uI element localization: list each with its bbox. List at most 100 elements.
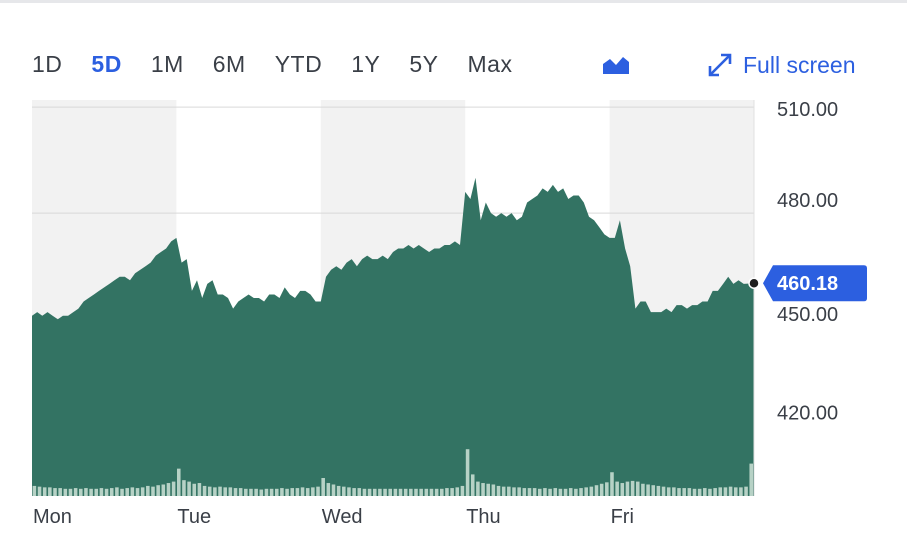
- volume-bar: [202, 485, 207, 496]
- volume-bar: [594, 485, 599, 496]
- y-tick-label: 510.00: [777, 99, 838, 121]
- volume-bar: [99, 488, 104, 496]
- volume-bar: [130, 487, 135, 496]
- volume-bar: [733, 487, 738, 496]
- volume-bar: [223, 487, 227, 496]
- volume-bar: [476, 481, 480, 496]
- volume-bar: [393, 488, 398, 496]
- volume-bar: [146, 485, 150, 496]
- volume-bar: [58, 488, 62, 496]
- volume-bar: [321, 478, 325, 496]
- volume-bar: [336, 485, 341, 496]
- volume-bar: [254, 488, 258, 496]
- volume-bar: [635, 481, 640, 496]
- volume-bar: [532, 488, 537, 496]
- volume-bar: [156, 485, 160, 496]
- volume-bar: [424, 488, 429, 496]
- volume-bar: [517, 487, 521, 496]
- volume-bar: [625, 481, 630, 496]
- volume-bar: [171, 481, 176, 496]
- volume-bar: [677, 488, 681, 496]
- volume-bar: [728, 486, 733, 496]
- y-tick-label: 480.00: [777, 190, 838, 212]
- volume-bar: [749, 463, 753, 496]
- volume-bar: [558, 488, 563, 496]
- volume-bar: [37, 486, 42, 496]
- volume-bar: [68, 488, 73, 496]
- range-5y-button[interactable]: 5Y: [409, 50, 439, 77]
- volume-bar: [414, 488, 418, 496]
- range-1d-button[interactable]: 1D: [32, 50, 63, 77]
- volume-bar: [151, 486, 155, 496]
- range-ytd-button[interactable]: YTD: [274, 50, 323, 77]
- volume-bar: [357, 488, 362, 496]
- volume-bar: [599, 483, 604, 496]
- range-max-button[interactable]: Max: [467, 50, 513, 77]
- volume-bar: [238, 488, 243, 496]
- x-tick-label-thu: Thu: [466, 506, 500, 528]
- volume-bar: [32, 485, 37, 496]
- volume-bar: [352, 488, 356, 496]
- last-price-label: 460.18: [777, 273, 838, 295]
- full-screen-button[interactable]: Full screen: [707, 50, 855, 80]
- volume-bar: [367, 488, 372, 496]
- x-tick-label-fri: Fri: [611, 506, 634, 528]
- volume-bar: [589, 486, 594, 496]
- volume-bar: [666, 487, 671, 496]
- volume-bar: [305, 488, 310, 496]
- volume-bar: [429, 488, 434, 496]
- volume-bar: [187, 481, 191, 496]
- volume-bar: [135, 488, 140, 496]
- volume-bar: [197, 483, 202, 496]
- volume-bar: [615, 481, 619, 496]
- volume-bar: [692, 488, 697, 496]
- volume-bar: [48, 487, 52, 496]
- expand-arrows-icon: [708, 53, 732, 77]
- range-5d-button[interactable]: 5D: [91, 50, 122, 77]
- volume-bar: [656, 485, 661, 496]
- volume-bar: [723, 487, 728, 496]
- range-6m-button[interactable]: 6M: [212, 50, 246, 77]
- volume-bar: [125, 488, 129, 496]
- volume-bar: [84, 488, 88, 496]
- top-divider: [0, 0, 907, 3]
- volume-bar: [697, 488, 702, 496]
- volume-bar: [342, 486, 346, 496]
- volume-bar: [228, 487, 233, 496]
- volume-bar: [311, 487, 315, 496]
- volume-bar: [470, 474, 475, 496]
- volume-bar: [326, 483, 331, 496]
- volume-bar: [383, 488, 387, 496]
- volume-bar: [460, 485, 465, 496]
- range-1y-button[interactable]: 1Y: [351, 50, 381, 77]
- volume-bar: [630, 480, 635, 496]
- volume-bar: [79, 488, 83, 496]
- volume-bar: [419, 488, 423, 496]
- volume-bar: [182, 480, 186, 496]
- volume-bar: [543, 488, 547, 496]
- volume-bar: [672, 487, 676, 496]
- volume-bar: [388, 488, 392, 496]
- volume-bar: [610, 472, 614, 496]
- last-price-dot: [748, 277, 760, 289]
- volume-bar: [269, 488, 274, 496]
- volume-bar: [465, 449, 470, 496]
- volume-bar: [73, 488, 78, 496]
- volume-bar: [166, 483, 171, 496]
- volume-bar: [440, 488, 444, 496]
- volume-bar: [522, 488, 527, 496]
- volume-bar: [213, 487, 217, 496]
- volume-bar: [300, 487, 305, 496]
- volume-bar: [244, 488, 248, 496]
- volume-bar: [718, 487, 723, 496]
- volume-bar: [568, 488, 573, 496]
- volume-bar: [496, 485, 501, 496]
- volume-bar: [481, 483, 485, 496]
- area-chart-icon[interactable]: [601, 54, 631, 76]
- volume-bar: [378, 488, 382, 496]
- y-tick-label: 420.00: [777, 402, 838, 424]
- range-1m-button[interactable]: 1M: [150, 50, 184, 77]
- volume-bar: [295, 488, 300, 496]
- volume-bar: [703, 488, 707, 496]
